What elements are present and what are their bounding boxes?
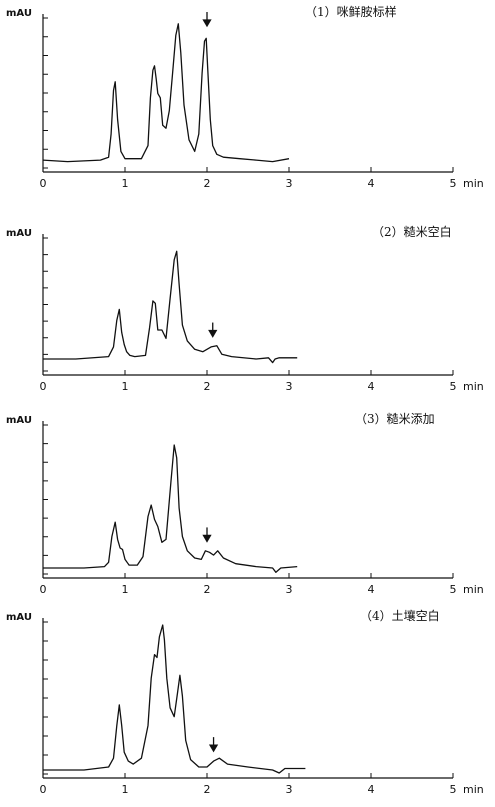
x-unit-label: min bbox=[463, 783, 484, 796]
arrow-marker bbox=[208, 322, 218, 338]
x-tick-label: 0 bbox=[40, 380, 47, 393]
arrow-head bbox=[202, 534, 212, 543]
x-tick-label: 3 bbox=[286, 177, 293, 190]
x-tick-label: 2 bbox=[204, 177, 211, 190]
chart-panel-2: 0 1 2 3 4 5 min mAU （2）糙米空白 bbox=[6, 224, 484, 393]
y-axis-label: mAU bbox=[6, 612, 32, 623]
x-unit-label: min bbox=[463, 380, 484, 393]
arrow-head bbox=[208, 744, 219, 753]
x-tick-label: 1 bbox=[122, 177, 129, 190]
y-axis-label: mAU bbox=[6, 8, 32, 19]
x-tick-label: 1 bbox=[122, 380, 129, 393]
x-tick-label: 0 bbox=[40, 783, 47, 796]
x-tick-label: 5 bbox=[450, 380, 457, 393]
chart-panel-4: 0 1 2 3 4 5 min mAU （4）土壤空白 bbox=[6, 608, 484, 796]
chart-title: （2）糙米空白 bbox=[372, 224, 452, 239]
x-tick-label: 2 bbox=[204, 783, 211, 796]
y-axis-label: mAU bbox=[6, 415, 32, 426]
arrow-head bbox=[208, 329, 218, 338]
x-tick-label: 5 bbox=[450, 783, 457, 796]
x-unit-label: min bbox=[463, 583, 484, 596]
arrow-marker bbox=[202, 527, 212, 543]
x-tick-label: 2 bbox=[204, 380, 211, 393]
x-tick-label: 1 bbox=[122, 583, 129, 596]
chart-panel-3: 0 1 2 3 4 5 min mAU （3）糙米添加 bbox=[6, 412, 484, 596]
x-tick-label: 2 bbox=[204, 583, 211, 596]
x-unit-label: min bbox=[463, 177, 484, 190]
chart-title: （3）糙米添加 bbox=[355, 412, 435, 426]
arrow-marker bbox=[202, 12, 212, 28]
x-tick-label: 0 bbox=[40, 177, 47, 190]
x-tick-label: 5 bbox=[450, 583, 457, 596]
x-tick-label: 4 bbox=[368, 380, 375, 393]
chromatogram-trace bbox=[42, 23, 290, 163]
arrow-marker bbox=[208, 737, 219, 753]
x-tick-label: 3 bbox=[286, 583, 293, 596]
x-tick-label: 4 bbox=[368, 177, 375, 190]
chart-title: （1）咪鲜胺标样 bbox=[305, 4, 397, 19]
x-tick-label: 1 bbox=[122, 783, 129, 796]
x-tick-label: 5 bbox=[450, 177, 457, 190]
arrow-head bbox=[202, 19, 212, 28]
chromatogram-trace bbox=[43, 250, 298, 364]
chart-title: （4）土壤空白 bbox=[360, 608, 440, 623]
x-tick-label: 4 bbox=[368, 783, 375, 796]
x-tick-label: 3 bbox=[286, 783, 293, 796]
chromatogram-trace bbox=[43, 624, 306, 774]
chart-panel-1: 0 1 2 3 4 5 min mAU （1）咪鲜胺标样 bbox=[6, 4, 484, 190]
x-tick-label: 0 bbox=[40, 583, 47, 596]
chromatogram-trace bbox=[43, 444, 298, 573]
x-tick-label: 3 bbox=[286, 380, 293, 393]
x-tick-label: 4 bbox=[368, 583, 375, 596]
y-axis-label: mAU bbox=[6, 228, 32, 239]
